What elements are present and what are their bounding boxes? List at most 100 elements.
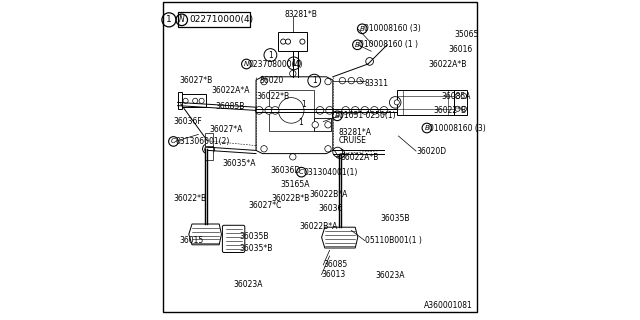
Text: C: C <box>299 169 304 175</box>
Text: A360001081: A360001081 <box>424 301 473 310</box>
Text: 36085B: 36085B <box>215 102 244 111</box>
Circle shape <box>325 78 332 85</box>
Text: 1: 1 <box>312 76 317 85</box>
Circle shape <box>371 107 378 114</box>
Text: 01651 0250(1): 01651 0250(1) <box>339 111 395 120</box>
Text: 36035*A: 36035*A <box>223 159 256 168</box>
Circle shape <box>325 146 332 152</box>
Text: 36022A*A: 36022A*A <box>211 86 250 95</box>
Text: 35165A: 35165A <box>280 180 310 188</box>
Text: 023708000(4): 023708000(4) <box>249 60 303 68</box>
FancyBboxPatch shape <box>269 90 314 131</box>
Text: 05110B001(1 ): 05110B001(1 ) <box>365 236 422 245</box>
Text: 36035B: 36035B <box>239 232 269 241</box>
Circle shape <box>289 70 296 77</box>
Text: N: N <box>179 15 184 24</box>
Text: 36022*B: 36022*B <box>256 92 289 101</box>
Text: 36022B*B: 36022B*B <box>271 194 310 203</box>
Circle shape <box>312 122 319 128</box>
Text: 36085: 36085 <box>323 260 348 269</box>
FancyBboxPatch shape <box>178 92 182 109</box>
Circle shape <box>361 107 369 114</box>
Text: 1: 1 <box>298 118 303 127</box>
Text: 36036F: 36036F <box>173 117 202 126</box>
Text: 36020: 36020 <box>259 76 284 85</box>
FancyBboxPatch shape <box>163 2 477 312</box>
Circle shape <box>325 122 332 128</box>
FancyBboxPatch shape <box>205 147 212 160</box>
Text: 36036D: 36036D <box>270 166 301 175</box>
Text: CRUISE: CRUISE <box>339 136 367 145</box>
Circle shape <box>280 39 285 44</box>
Text: 1: 1 <box>268 51 273 60</box>
Text: 022710000(4): 022710000(4) <box>189 15 253 24</box>
Circle shape <box>339 77 346 84</box>
Text: 35065: 35065 <box>454 30 479 39</box>
Text: 36085A: 36085A <box>442 92 471 100</box>
Circle shape <box>285 39 291 44</box>
Text: 36035*B: 36035*B <box>239 244 273 253</box>
Text: B: B <box>355 42 360 48</box>
Text: 36027*A: 36027*A <box>210 125 243 134</box>
Circle shape <box>394 100 399 105</box>
Text: 1: 1 <box>166 15 172 24</box>
Circle shape <box>366 58 374 65</box>
Text: 010008160 (3): 010008160 (3) <box>364 24 421 33</box>
Text: 36027*B: 36027*B <box>179 76 212 85</box>
Text: B: B <box>335 113 340 119</box>
Circle shape <box>335 149 345 158</box>
Circle shape <box>265 107 273 114</box>
FancyBboxPatch shape <box>278 32 307 51</box>
Text: B: B <box>360 26 365 32</box>
Text: 36022A*B: 36022A*B <box>340 153 379 162</box>
Text: 010008160 (3): 010008160 (3) <box>429 124 486 132</box>
Text: 031306001(2): 031306001(2) <box>176 137 230 146</box>
Circle shape <box>455 93 460 99</box>
Circle shape <box>348 77 355 84</box>
Circle shape <box>255 107 263 114</box>
Text: 010008160 (1 ): 010008160 (1 ) <box>359 40 418 49</box>
Circle shape <box>333 147 342 157</box>
Circle shape <box>289 154 296 160</box>
Circle shape <box>351 107 359 114</box>
FancyBboxPatch shape <box>178 12 250 27</box>
Circle shape <box>261 146 268 152</box>
FancyBboxPatch shape <box>205 133 212 146</box>
Circle shape <box>461 93 467 99</box>
Text: 36013: 36013 <box>322 270 346 279</box>
Circle shape <box>261 78 268 85</box>
Text: 36023A: 36023A <box>233 280 262 289</box>
Text: 36027*C: 36027*C <box>248 201 282 210</box>
Text: 36015: 36015 <box>179 236 204 245</box>
Circle shape <box>316 107 324 114</box>
Text: C: C <box>171 139 176 144</box>
Text: 36022A*B: 36022A*B <box>429 60 467 68</box>
Circle shape <box>205 145 214 154</box>
FancyBboxPatch shape <box>314 118 332 131</box>
Text: 36022*B: 36022*B <box>173 194 207 203</box>
Text: 36035B: 36035B <box>381 214 410 223</box>
Text: 031304001(1): 031304001(1) <box>303 168 358 177</box>
Text: 83311: 83311 <box>364 79 388 88</box>
Circle shape <box>342 107 349 114</box>
Text: 36020D: 36020D <box>416 147 446 156</box>
Circle shape <box>199 98 204 103</box>
Text: 83281*B: 83281*B <box>285 10 317 19</box>
Circle shape <box>357 77 364 84</box>
Circle shape <box>455 106 460 111</box>
Text: N: N <box>244 61 249 67</box>
Text: 1: 1 <box>301 100 306 109</box>
Circle shape <box>461 106 467 111</box>
FancyBboxPatch shape <box>223 225 245 252</box>
Text: 36016: 36016 <box>448 45 472 54</box>
Circle shape <box>202 144 212 154</box>
Text: 36023A: 36023A <box>375 271 404 280</box>
Circle shape <box>183 98 188 103</box>
Text: 36022B*A: 36022B*A <box>310 190 348 199</box>
Circle shape <box>380 107 388 114</box>
Text: 83281*A: 83281*A <box>339 128 372 137</box>
Circle shape <box>326 107 333 114</box>
Circle shape <box>193 98 198 103</box>
Circle shape <box>271 107 279 114</box>
Text: 36022*B: 36022*B <box>434 106 467 115</box>
